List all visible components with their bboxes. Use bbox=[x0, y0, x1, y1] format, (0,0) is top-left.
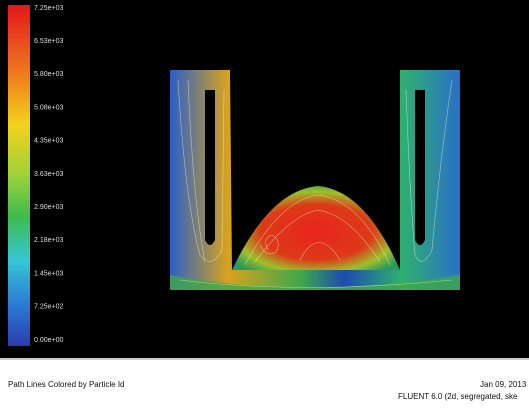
colorbar-label: 1.45e+03 bbox=[34, 270, 63, 277]
page: Path Lines Colored by Particle Id Jan 09… bbox=[0, 0, 529, 413]
right-baffle bbox=[415, 90, 425, 245]
colorbar bbox=[8, 5, 30, 346]
caption: Path Lines Colored by Particle Id bbox=[8, 380, 125, 389]
left-baffle bbox=[205, 90, 215, 245]
colorbar-label: 2.18e+03 bbox=[34, 237, 63, 244]
colorbar-label: 6.53e+03 bbox=[34, 38, 63, 45]
date: Jan 09, 2013 bbox=[480, 380, 527, 389]
colorbar-label: 5.08e+03 bbox=[34, 104, 63, 111]
colorbar-label: 5.80e+03 bbox=[34, 71, 63, 78]
colorbar-label: 0.00e+00 bbox=[34, 337, 63, 344]
colorbar-label: 7.25e+03 bbox=[34, 5, 63, 12]
solver-info: FLUENT 6.0 (2d, segregated, ske bbox=[398, 392, 518, 401]
colorbar-label: 7.25e+02 bbox=[34, 304, 63, 311]
screen: Path Lines Colored by Particle Id Jan 09… bbox=[0, 0, 529, 413]
colorbar-label: 3.63e+03 bbox=[34, 171, 63, 178]
colorbar-label: 4.35e+03 bbox=[34, 138, 63, 145]
colorbar-label: 2.90e+03 bbox=[34, 204, 63, 211]
